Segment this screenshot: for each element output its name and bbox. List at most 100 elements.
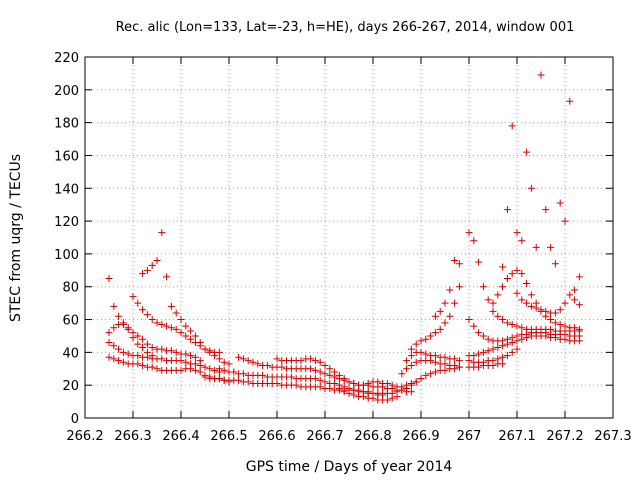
data-point [311, 375, 319, 383]
data-point [244, 357, 252, 365]
data-point [134, 299, 142, 307]
data-point [484, 335, 492, 343]
data-point [182, 358, 190, 366]
data-point [254, 360, 262, 368]
data-point [561, 217, 569, 225]
data-point [119, 319, 127, 327]
data-point [167, 302, 175, 310]
data-point [422, 350, 430, 358]
data-point [115, 345, 123, 353]
data-point [556, 199, 564, 207]
data-point [191, 366, 199, 374]
x-tick-label: 266.5 [210, 429, 247, 444]
data-points [105, 71, 583, 404]
data-point [230, 368, 238, 376]
data-point [451, 361, 459, 369]
data-point [148, 352, 156, 360]
y-tick-label: 80 [62, 281, 79, 296]
data-point [508, 270, 516, 278]
data-point [503, 275, 511, 283]
y-tick-label: 220 [54, 51, 79, 66]
data-point [537, 306, 545, 314]
data-point [110, 342, 118, 350]
data-point [494, 291, 502, 299]
data-point [201, 373, 209, 381]
data-point [441, 366, 449, 374]
data-point [484, 347, 492, 355]
x-axis-label: GPS time / Days of year 2014 [246, 459, 453, 475]
data-point [551, 260, 559, 268]
satellite-arc-19 [489, 266, 583, 333]
data-point [182, 350, 190, 358]
data-point [148, 261, 156, 269]
y-axis-label: STEC from uqrg / TECUs [8, 154, 24, 322]
y-axis-ticks: 0 20 40 60 80 100 120 140 160 180 200 220 [54, 51, 613, 427]
plot-frame [84, 56, 614, 419]
data-point [316, 376, 324, 384]
data-point [479, 332, 487, 340]
data-point [134, 340, 142, 348]
satellite-arc-15 [431, 256, 463, 320]
data-point [239, 355, 247, 363]
data-point [484, 296, 492, 304]
data-point [316, 358, 324, 366]
data-point [556, 306, 564, 314]
data-point [417, 337, 425, 345]
data-point [163, 273, 171, 281]
x-tick-label: 266.2 [66, 429, 103, 444]
data-point [244, 378, 252, 386]
data-point [470, 237, 478, 245]
data-point [187, 327, 195, 335]
data-point [350, 380, 358, 388]
data-point [191, 332, 199, 340]
data-point [143, 340, 151, 348]
data-point [153, 365, 161, 373]
data-point [215, 348, 223, 356]
data-point [182, 322, 190, 330]
data-point [407, 352, 415, 360]
data-point [398, 370, 406, 378]
data-point [527, 184, 535, 192]
data-point [532, 243, 540, 251]
y-tick-label: 40 [62, 346, 79, 361]
data-point [489, 345, 497, 353]
data-point [412, 358, 420, 366]
x-tick-label: 266.8 [354, 429, 391, 444]
y-tick-label: 140 [54, 182, 79, 197]
data-point [139, 343, 147, 351]
data-point [383, 380, 391, 388]
data-point [571, 324, 579, 332]
data-point [499, 337, 507, 345]
data-point [134, 360, 142, 368]
data-point [407, 345, 415, 353]
data-point [523, 299, 531, 307]
data-point [115, 357, 123, 365]
data-point [311, 357, 319, 365]
data-point [235, 376, 243, 384]
data-point [431, 358, 439, 366]
data-point [307, 365, 315, 373]
satellite-arc-21 [513, 289, 583, 317]
data-point [508, 320, 516, 328]
data-point [523, 148, 531, 156]
data-point [455, 363, 463, 371]
y-tick-label: 180 [54, 117, 79, 132]
data-point [383, 396, 391, 404]
data-point [124, 325, 132, 333]
data-point [455, 283, 463, 291]
data-point [403, 384, 411, 392]
data-point [479, 348, 487, 356]
data-point [431, 329, 439, 337]
data-point [110, 302, 118, 310]
data-point [110, 355, 118, 363]
data-point [499, 263, 507, 271]
data-point [451, 299, 459, 307]
data-point [167, 324, 175, 332]
data-point [316, 368, 324, 376]
data-point [105, 329, 113, 337]
data-point [427, 332, 435, 340]
data-point [115, 312, 123, 320]
data-point [431, 368, 439, 376]
data-point [489, 357, 497, 365]
